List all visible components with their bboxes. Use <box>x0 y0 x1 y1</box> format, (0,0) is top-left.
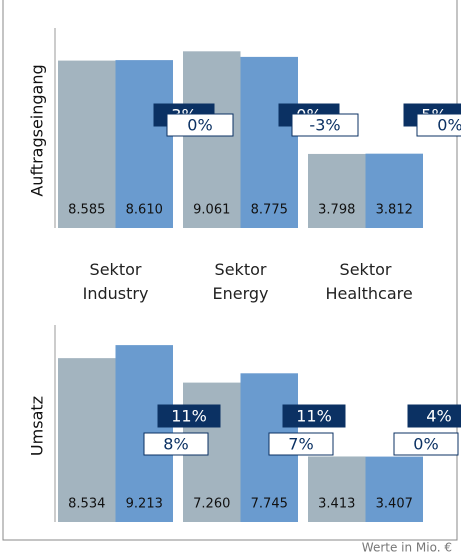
bar-value-label: 9.213 <box>126 497 163 512</box>
change-box <box>416 113 461 137</box>
bar <box>58 60 116 228</box>
bar <box>365 153 423 228</box>
bar-value-label: 3.413 <box>318 497 355 512</box>
bar-value-label: 3.798 <box>318 203 355 218</box>
bar-value-label: 8.775 <box>251 203 288 218</box>
change-label: 11% <box>296 407 332 426</box>
category-label: Sektor Industry <box>82 260 149 303</box>
change-label: 0% <box>437 116 461 135</box>
bar-value-label: 8.610 <box>126 203 163 218</box>
change-box <box>393 432 459 456</box>
bar-value-label: 9.061 <box>193 203 230 218</box>
bar-value-label: 7.745 <box>251 497 288 512</box>
change-label: 0% <box>413 435 438 454</box>
bar-value-label: 7.260 <box>193 497 230 512</box>
bar <box>308 153 366 228</box>
axis-label: Umsatz <box>28 396 47 456</box>
change-label: 4% <box>426 407 451 426</box>
change-box <box>157 404 221 428</box>
bar <box>183 51 241 228</box>
bar-value-label: 8.534 <box>68 497 105 512</box>
bar <box>365 456 423 522</box>
change-box <box>282 404 346 428</box>
change-box <box>291 113 359 137</box>
bar-value-label: 3.407 <box>376 497 413 512</box>
change-box <box>407 404 461 428</box>
bar-value-label: 8.585 <box>68 203 105 218</box>
category-label: Sektor Healthcare <box>325 260 413 303</box>
bar-value-label: 3.812 <box>376 203 413 218</box>
bar <box>308 456 366 522</box>
change-label: 8% <box>163 435 188 454</box>
footnote: Werte in Mio. € <box>362 541 452 555</box>
axis-label: Auftragseingang <box>28 64 47 196</box>
category-label: Sektor Energy <box>212 260 269 303</box>
change-label: 7% <box>288 435 313 454</box>
frame <box>2 0 458 541</box>
change-box <box>268 432 334 456</box>
change-box <box>166 113 234 137</box>
bar <box>240 56 298 229</box>
change-label: 0% <box>187 116 212 135</box>
change-label: 11% <box>171 407 207 426</box>
bar <box>115 60 173 229</box>
change-box <box>143 432 209 456</box>
bar <box>58 358 116 522</box>
change-label: -3% <box>309 116 340 135</box>
